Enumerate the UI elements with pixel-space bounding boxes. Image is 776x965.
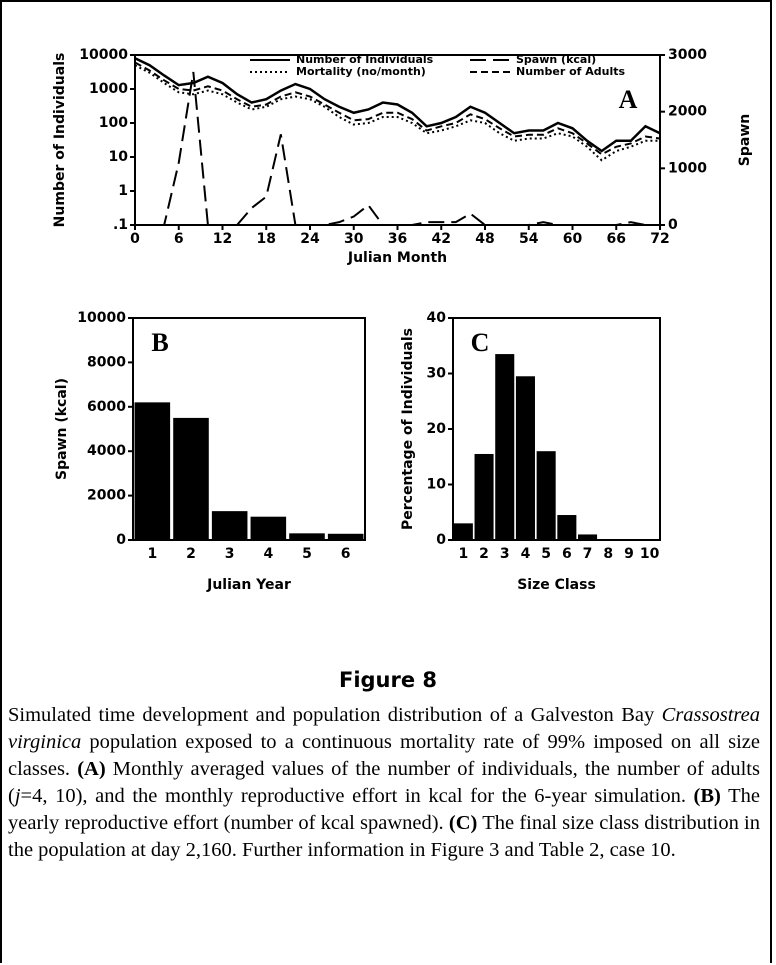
y2-tick-label: 3000 (668, 47, 707, 63)
bar (557, 515, 577, 540)
x-tick-label: 18 (257, 231, 276, 247)
caption-text: Simulated time development and populatio… (8, 702, 760, 864)
bar (211, 511, 248, 540)
caption-part: Crassostrea virginica (8, 704, 760, 753)
x-tick-label: 1 (147, 546, 157, 562)
y-tick-label: .1 (113, 217, 128, 233)
x-axis-label: Julian Year (206, 577, 291, 593)
legend-label: Number of Individuals (296, 53, 434, 66)
x-tick-label: 9 (624, 546, 634, 562)
caption-part: (C) (448, 812, 478, 834)
x-tick-label: 3 (225, 546, 235, 562)
caption-part: (A) (77, 758, 106, 780)
x-tick-label: 6 (174, 231, 184, 247)
y-tick-label: 6000 (87, 399, 126, 415)
x-tick-label: 4 (521, 546, 531, 562)
y2-tick-label: 2000 (668, 104, 707, 120)
series-line (134, 57, 661, 153)
series-line (134, 61, 661, 156)
y-axis-label: Spawn (kcal) (54, 378, 70, 480)
y-tick-label: 2000 (87, 488, 126, 504)
y-tick-label: 1000 (89, 81, 128, 97)
bar (578, 534, 598, 540)
x-tick-label: 12 (213, 231, 232, 247)
x-tick-label: 1 (458, 546, 468, 562)
panel-label: A (619, 85, 638, 114)
y-tick-label: 40 (427, 310, 447, 326)
x-tick-label: 4 (263, 546, 273, 562)
y-tick-label: 100 (99, 115, 128, 131)
x-tick-label: 6 (562, 546, 572, 562)
x-axis-label: Julian Month (347, 250, 447, 266)
bar (515, 376, 535, 540)
x-tick-label: 7 (583, 546, 593, 562)
x-tick-label: 36 (388, 231, 407, 247)
y2-axis-label: Spawn (737, 114, 753, 166)
y2-tick-label: 1000 (668, 160, 707, 176)
y-tick-label: 1 (118, 183, 128, 199)
legend-label: Spawn (kcal) (516, 53, 596, 66)
panel-label: C (471, 328, 490, 357)
panel-label: B (151, 328, 168, 357)
bar (495, 354, 515, 540)
x-tick-label: 0 (130, 231, 140, 247)
y2-tick-label: 0 (668, 217, 678, 233)
caption-part: =4, 10), and the monthly reproductive ef… (20, 785, 694, 807)
x-tick-label: 3 (500, 546, 510, 562)
caption-part: The yearly reproductive effort (number o… (8, 785, 760, 834)
x-tick-label: 60 (563, 231, 583, 247)
x-tick-label: 24 (300, 231, 320, 247)
y-tick-label: 0 (116, 532, 126, 548)
y-tick-label: 10 (109, 149, 129, 165)
bar (474, 453, 494, 540)
bar (173, 417, 209, 540)
y-axis-label: Number of Individuals (52, 53, 68, 228)
x-tick-label: 72 (650, 231, 669, 247)
x-tick-label: 42 (432, 231, 451, 247)
caption-title: Figure 8 (338, 668, 438, 692)
y-tick-label: 30 (427, 366, 447, 382)
bar (327, 533, 364, 540)
y-tick-label: 10000 (77, 310, 126, 326)
y-tick-label: 0 (436, 532, 446, 548)
bar (536, 451, 556, 540)
plot-frame (132, 317, 366, 541)
x-tick-label: 54 (519, 231, 539, 247)
x-axis-label: Size Class (517, 577, 596, 593)
series-line (135, 71, 660, 226)
legend-label: Mortality (no/month) (296, 65, 426, 78)
y-tick-label: 8000 (87, 354, 126, 370)
x-tick-label: 5 (541, 546, 551, 562)
caption-part: j (14, 785, 21, 807)
x-tick-label: 30 (344, 231, 364, 247)
y-tick-label: 20 (427, 421, 447, 437)
y-tick-label: 10 (427, 477, 447, 493)
x-tick-label: 2 (479, 546, 489, 562)
x-tick-label: 10 (640, 546, 660, 562)
caption-part: The final size class distribution in the… (8, 812, 760, 861)
caption-part: Monthly averaged values of the number of… (8, 758, 760, 807)
x-tick-label: 66 (607, 231, 626, 247)
bar (134, 402, 171, 540)
caption-part: population exposed to a continuous morta… (8, 731, 760, 780)
bar (453, 523, 473, 540)
bar (250, 516, 287, 540)
y-tick-label: 10000 (79, 47, 128, 63)
x-tick-label: 5 (302, 546, 312, 562)
caption-part: (B) (693, 785, 721, 807)
x-tick-label: 2 (186, 546, 196, 562)
series-line (134, 64, 660, 162)
x-tick-label: 6 (341, 546, 351, 562)
x-tick-label: 8 (603, 546, 613, 562)
y-axis-label: Percentage of Individuals (400, 328, 416, 530)
bar (289, 533, 325, 540)
y-tick-label: 4000 (87, 443, 126, 459)
legend-label: Number of Adults (516, 65, 626, 78)
x-tick-label: 48 (475, 231, 494, 247)
caption-part: Simulated time development and populatio… (8, 704, 662, 726)
